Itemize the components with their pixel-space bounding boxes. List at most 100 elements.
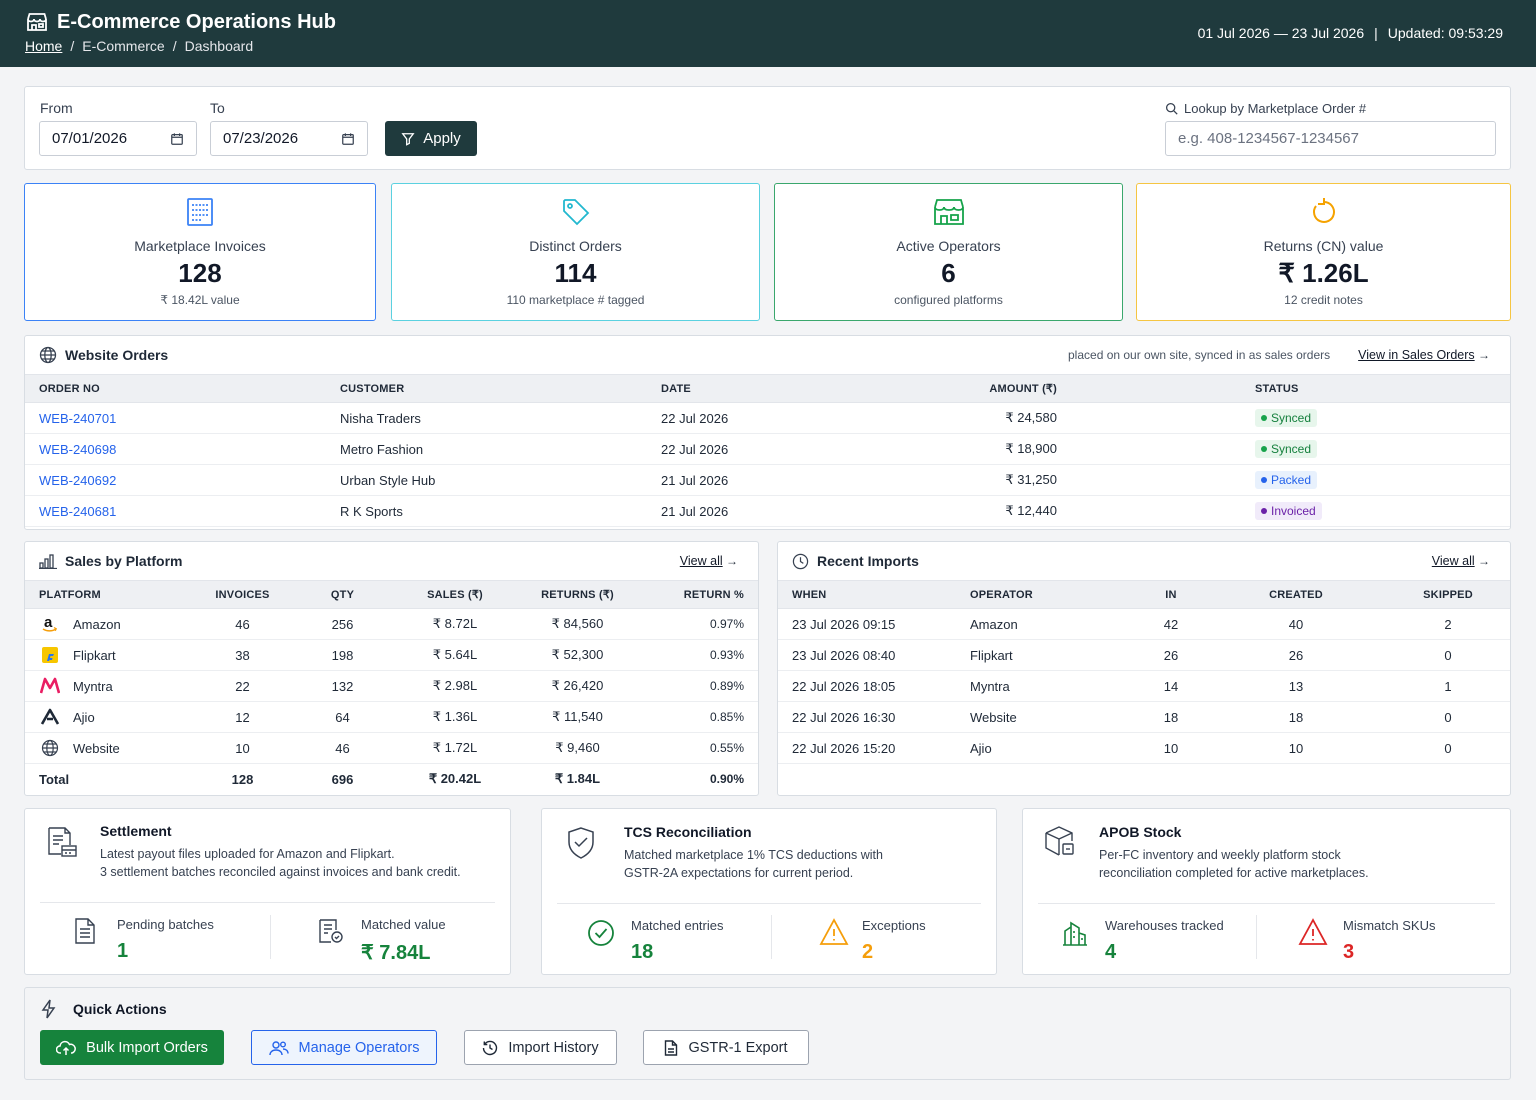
total-invoices: 128: [231, 771, 254, 787]
col-in: IN: [1136, 580, 1206, 609]
mismatch-skus-label: Mismatch SKUs: [1343, 918, 1436, 933]
matched-value-label: Matched value: [361, 917, 446, 932]
breadcrumb-separator: /: [172, 38, 177, 54]
when-cell: 22 Jul 2026 15:20: [778, 732, 956, 764]
apply-button[interactable]: Apply: [385, 121, 477, 156]
breadcrumb-ecommerce[interactable]: E-Commerce: [82, 38, 165, 54]
col-date: DATE: [647, 374, 857, 403]
kpi-value: ₹ 1.26L: [1278, 258, 1369, 288]
bulk-import-orders-button[interactable]: Bulk Import Orders: [40, 1030, 224, 1065]
in-cell: 14: [1136, 670, 1206, 702]
operator-cell: Amazon: [956, 608, 1136, 640]
invoices-cell: 38: [195, 639, 290, 671]
lookup-label: Lookup by Marketplace Order #: [1165, 101, 1366, 116]
table-row: WEB-240681 R K Sports 21 Jul 2026 ₹ 12,440 I…: [25, 495, 1510, 527]
total-label: Total: [39, 771, 70, 787]
from-date-input[interactable]: 07/01/2026: [39, 121, 197, 156]
table-row: 23 Jul 2026 08:40 Flipkart 26 26 0: [778, 639, 1510, 671]
customer-cell: Nisha Traders: [326, 402, 647, 434]
col-qty: QTY: [290, 580, 395, 609]
kpi-value: 6: [941, 258, 956, 288]
svg-text:a: a: [44, 615, 53, 631]
table-row: WEB-240698 Metro Fashion 22 Jul 2026 ₹ 18,9…: [25, 433, 1510, 465]
breadcrumb-home[interactable]: Home: [25, 38, 63, 54]
platform-name: Myntra: [73, 678, 113, 694]
order-lookup-input[interactable]: [1165, 121, 1496, 156]
calendar-icon[interactable]: [341, 132, 355, 146]
kpi-marketplace-invoices: Marketplace Invoices 128 ₹ 18.42L value: [24, 183, 376, 321]
amazon-icon: a: [39, 615, 61, 633]
invoices-cell: 10: [195, 732, 290, 764]
table-row: Flipkart 38 198 ₹ 5.64L ₹ 52,300 0.93%: [25, 639, 758, 671]
table-row: WEB-240701 Nisha Traders 22 Jul 2026 ₹ 24,5…: [25, 402, 1510, 434]
returns-cell: ₹ 11,540: [515, 701, 640, 733]
order-link[interactable]: WEB-240701: [39, 410, 117, 426]
website-orders-panel: Website Orders placed on our own site, s…: [24, 335, 1511, 530]
table-row: Ajio 12 64 ₹ 1.36L ₹ 11,540 0.85%: [25, 701, 758, 733]
tcs-desc-line2: GSTR-2A expectations for current period.: [624, 866, 854, 880]
warehouses-tracked-value: 4: [1105, 941, 1117, 963]
apob-stock-card: APOB Stock Per-FC inventory and weekly p…: [1022, 808, 1511, 975]
kpi-label: Distinct Orders: [529, 238, 622, 254]
refresh-icon: [1312, 198, 1335, 223]
sales-cell: ₹ 5.64L: [395, 639, 515, 671]
manage-operators-label: Manage Operators: [298, 1039, 420, 1056]
tcs-reconciliation-card: TCS Reconciliation Matched marketplace 1…: [541, 808, 997, 975]
qty-cell: 64: [290, 701, 395, 733]
status-text: Invoiced: [1271, 504, 1316, 518]
settlement-desc-line2: 3 settlement batches reconciled against …: [100, 865, 461, 879]
document-icon: [75, 918, 95, 944]
settlement-icon: [48, 827, 77, 857]
import-history-button[interactable]: Import History: [464, 1030, 617, 1065]
imports-view-all-link[interactable]: View all →: [1432, 554, 1490, 568]
flipkart-icon: [39, 646, 61, 664]
store-icon: [27, 13, 47, 31]
to-date-input[interactable]: 07/23/2026: [210, 121, 368, 156]
kpi-active-operators: Active Operators 6 configured platforms: [774, 183, 1123, 321]
check-circle-icon: [588, 920, 614, 946]
from-label: From: [40, 100, 73, 116]
sales-cell: ₹ 1.36L: [395, 701, 515, 733]
order-link[interactable]: WEB-240698: [39, 441, 117, 457]
alert-triangle-icon: [1298, 918, 1328, 945]
platform-name: Flipkart: [73, 647, 116, 663]
warning-icon: [819, 918, 849, 945]
kpi-subtext: 12 credit notes: [1284, 293, 1363, 307]
imports-view-all-text: View all: [1431, 554, 1475, 568]
sales-view-all-link[interactable]: View all →: [680, 554, 738, 568]
status-dot: [1261, 446, 1267, 452]
settlement-desc-line1: Latest payout files uploaded for Amazon …: [100, 847, 395, 861]
total-sales: ₹ 20.42L: [428, 771, 482, 787]
exceptions-label: Exceptions: [862, 918, 926, 933]
kpi-value: 114: [554, 258, 597, 288]
sales-by-platform-table: PLATFORM INVOICES QTY SALES (₹) RETURNS …: [25, 580, 758, 795]
matched-value-value: ₹ 7.84L: [361, 942, 431, 964]
lookup-label-text: Lookup by Marketplace Order #: [1184, 101, 1367, 116]
returns-cell: ₹ 9,460: [515, 732, 640, 764]
in-cell: 18: [1136, 701, 1206, 733]
tag-icon: [562, 199, 589, 226]
operator-cell: Website: [956, 701, 1136, 733]
sales-by-platform-panel: Sales by Platform View all → PLATFORM IN…: [24, 541, 759, 796]
manage-operators-button[interactable]: Manage Operators: [251, 1030, 437, 1065]
col-when: WHEN: [778, 580, 956, 609]
col-platform: PLATFORM: [25, 580, 195, 609]
view-sales-orders-link[interactable]: View in Sales Orders →: [1358, 348, 1490, 362]
in-cell: 42: [1136, 608, 1206, 640]
calendar-icon[interactable]: [170, 132, 184, 146]
view-sales-orders-text: View in Sales Orders: [1358, 348, 1475, 362]
table-row: 22 Jul 2026 16:30 Website 18 18 0: [778, 701, 1510, 733]
apob-title: APOB Stock: [1099, 824, 1182, 840]
amount-cell: ₹ 31,250: [857, 464, 1057, 496]
order-link[interactable]: WEB-240692: [39, 472, 117, 488]
app-title: E-Commerce Operations Hub: [25, 10, 1511, 34]
ajio-icon: [39, 708, 61, 726]
apob-desc-line1: Per-FC inventory and weekly platform sto…: [1099, 848, 1341, 862]
header-divider: |: [1374, 25, 1378, 41]
order-link[interactable]: WEB-240681: [39, 503, 117, 519]
table-row: Website 10 46 ₹ 1.72L ₹ 9,460 0.55%: [25, 732, 758, 764]
matched-document-icon: [319, 919, 343, 943]
gstr1-export-button[interactable]: GSTR-1 Export: [643, 1030, 809, 1065]
search-icon: [1165, 102, 1178, 115]
created-cell: 18: [1206, 701, 1386, 733]
